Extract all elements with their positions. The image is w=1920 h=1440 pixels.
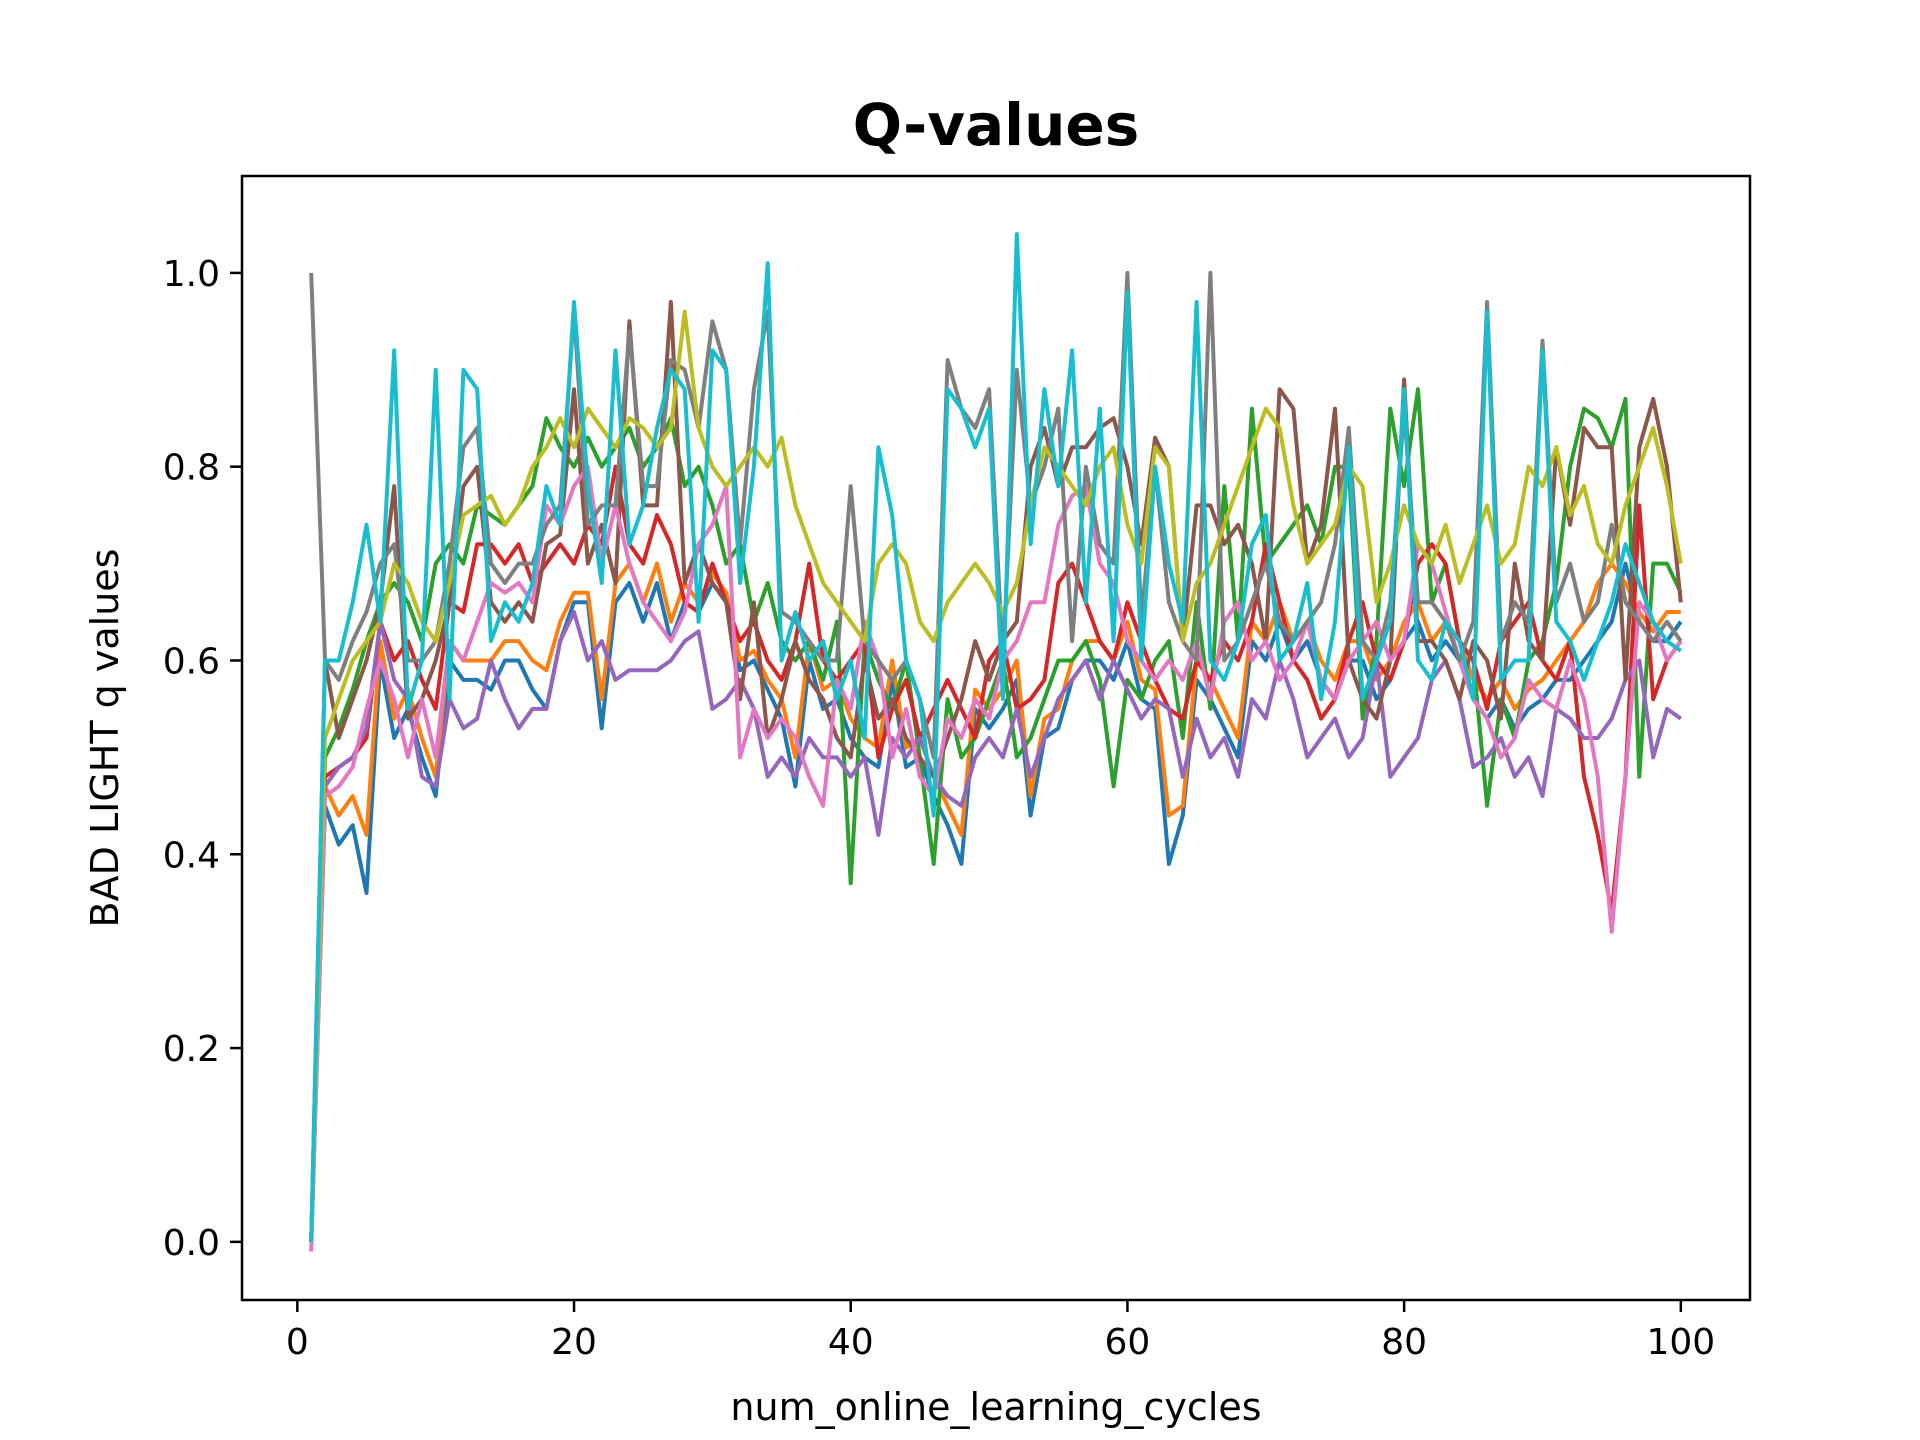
y-tick-label: 1.0 xyxy=(163,254,220,295)
y-tick-label: 0.8 xyxy=(163,448,220,489)
ticks-layer: 0 20 40 60 80 100 0.0 0.2 0.4 0.6 0.8 1.0 xyxy=(163,254,1715,1363)
chart-title: Q-values xyxy=(853,91,1139,159)
x-tick-label: 80 xyxy=(1381,1322,1427,1363)
series-line-5 xyxy=(309,610,1682,1242)
series-layer xyxy=(309,232,1683,1252)
y-tick-label: 0.4 xyxy=(163,835,220,876)
plot-frame xyxy=(240,174,1752,1302)
x-tick-label: 100 xyxy=(1646,1322,1715,1363)
y-tick-label: 0.6 xyxy=(163,641,220,682)
y-tick-label: 0.0 xyxy=(163,1223,220,1264)
series-line-9 xyxy=(309,309,1683,1242)
x-tick-label: 60 xyxy=(1105,1322,1151,1363)
series-line-10 xyxy=(309,232,1682,1242)
series-line-6 xyxy=(309,300,1683,1242)
x-tick-label: 20 xyxy=(551,1322,597,1363)
x-tick-label: 40 xyxy=(828,1322,874,1363)
y-axis-label: BAD LIGHT q values xyxy=(83,549,127,928)
x-axis-label: num_online_learning_cycles xyxy=(730,1385,1261,1429)
x-tick-label: 0 xyxy=(286,1322,309,1363)
series-line-1 xyxy=(309,561,1683,1242)
y-tick-label: 0.2 xyxy=(163,1029,220,1070)
